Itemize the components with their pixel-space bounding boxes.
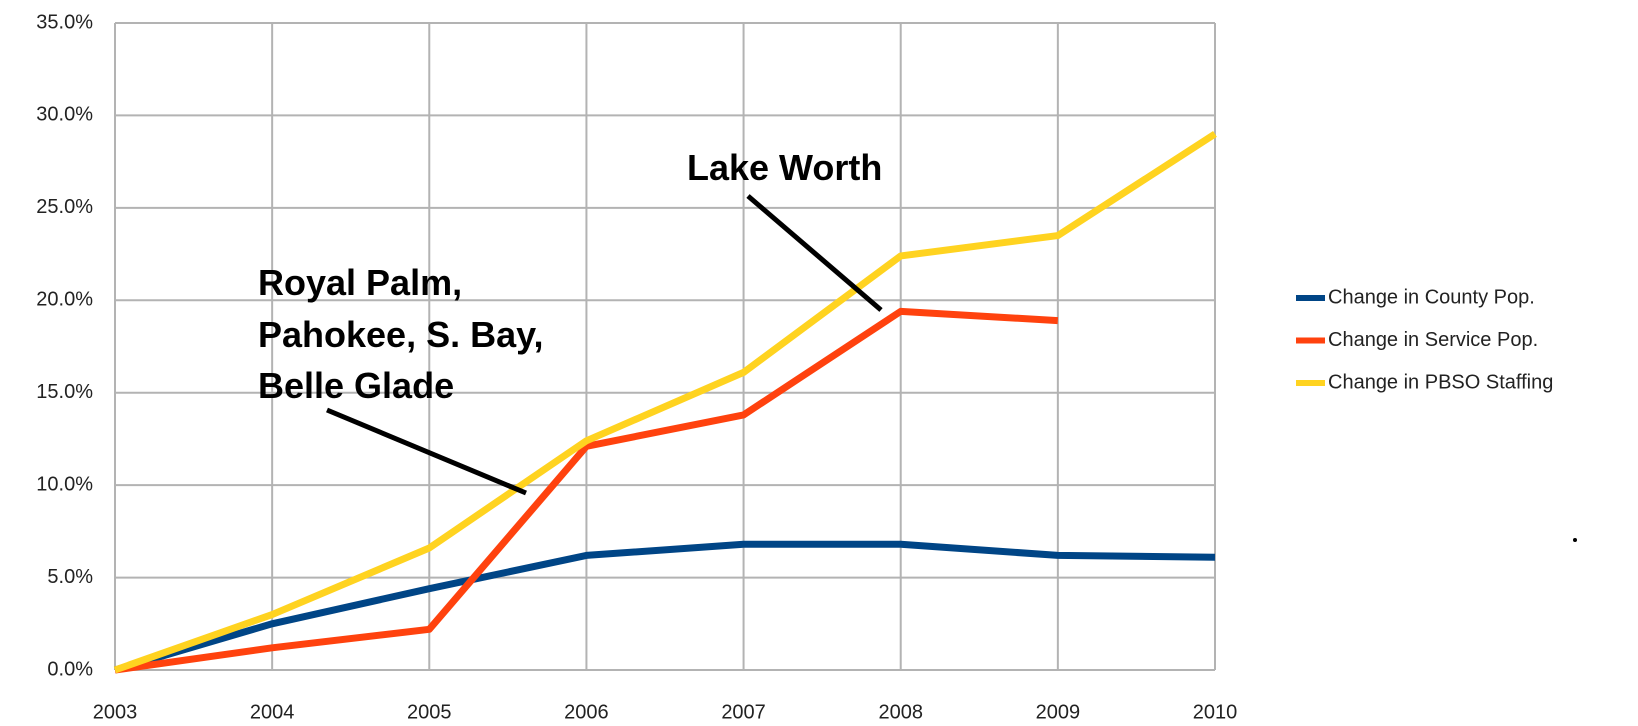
y-tick-label: 25.0%: [36, 196, 93, 218]
lines: [113, 130, 1217, 674]
annotations: Lake Worth Royal Palm, Pahokee, S. Bay, …: [258, 147, 883, 496]
x-tick-label: 2009: [1036, 701, 1081, 723]
y-tick-label: 30.0%: [36, 104, 93, 126]
annotation: Royal Palm,: [258, 262, 462, 303]
annotation: Belle Glade: [258, 365, 454, 406]
legend-label: Change in PBSO Staffing: [1328, 371, 1553, 393]
x-tick-label: 2003: [93, 701, 138, 723]
x-tick-label: 2005: [407, 701, 452, 723]
x-tick-label: 2008: [878, 701, 923, 723]
series-line: [114, 307, 1059, 674]
x-tick-label: 2010: [1193, 701, 1238, 723]
grid: 0.0% 5.0% 10.0% 15.0% 20.0% 25.0% 30.0% 35.0% 20…: [36, 11, 1237, 723]
legend-label: Change in Service Pop.: [1328, 329, 1538, 351]
x-tick-label: 2004: [250, 701, 295, 723]
annotation-arrow: [746, 194, 883, 312]
annotation: Lake Worth: [687, 147, 882, 188]
x-tick-label: 2007: [721, 701, 766, 723]
y-tick-label: 5.0%: [47, 566, 93, 588]
y-tick-label: 10.0%: [36, 473, 93, 495]
y-tick-label: 15.0%: [36, 381, 93, 403]
x-tick-label: 2006: [564, 701, 609, 723]
legend: Change in County Pop. Change in Service P…: [1296, 286, 1553, 393]
y-tick-label: 0.0%: [47, 658, 93, 680]
annotation: Pahokee, S. Bay,: [258, 314, 543, 355]
y-tick-label: 20.0%: [36, 289, 93, 311]
legend-label: Change in County Pop.: [1328, 286, 1535, 308]
annotation-arrow: [326, 407, 527, 496]
series-line: [113, 130, 1217, 674]
y-tick-label: 35.0%: [36, 11, 93, 33]
dot: [1573, 538, 1577, 542]
series-line: [114, 540, 1216, 674]
